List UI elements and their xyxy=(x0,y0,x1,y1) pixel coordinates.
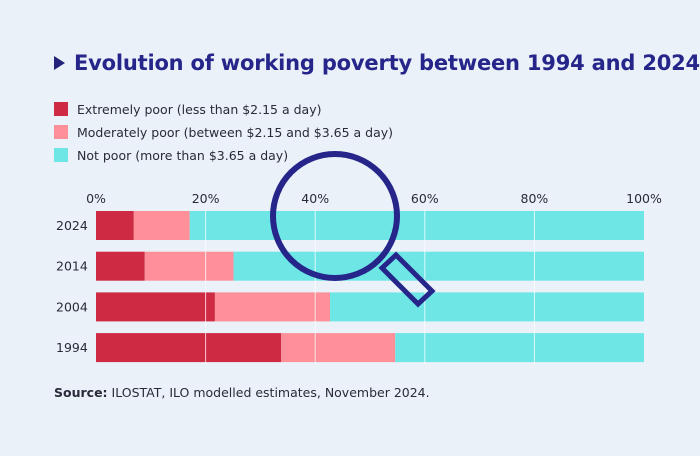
bar-2004-series-2 xyxy=(329,292,644,322)
category-label-1994: 1994 xyxy=(56,340,88,355)
bar-2004-series-0 xyxy=(96,292,215,322)
legend-label-extremely-poor: Extremely poor (less than $2.15 a day) xyxy=(77,101,322,117)
legend-swatch-moderately-poor xyxy=(54,125,68,139)
x-tick-label-100: 100% xyxy=(626,191,662,206)
source-label: Source: xyxy=(54,385,108,400)
legend-item-moderately-poor: Moderately poor (between $2.15 and $3.65… xyxy=(54,124,393,140)
source-note: Source: ILOSTAT, ILO modelled estimates,… xyxy=(54,385,430,400)
bar-1994-series-1 xyxy=(281,333,396,363)
category-label-2024: 2024 xyxy=(56,218,88,233)
bar-2014-series-1 xyxy=(144,251,234,281)
source-text: ILOSTAT, ILO modelled estimates, Novembe… xyxy=(111,385,430,400)
chart-title-row: Evolution of working poverty between 199… xyxy=(54,51,700,75)
category-label-2004: 2004 xyxy=(56,299,88,314)
x-tick-label-80: 80% xyxy=(521,191,549,206)
x-tick-label-0: 0% xyxy=(86,191,106,206)
legend-swatch-not-poor xyxy=(54,148,68,162)
legend-swatch-extremely-poor xyxy=(54,102,68,116)
legend-item-extremely-poor: Extremely poor (less than $2.15 a day) xyxy=(54,101,393,117)
bar-2024-series-0 xyxy=(96,211,134,240)
legend-label-not-poor: Not poor (more than $3.65 a day) xyxy=(77,147,289,163)
x-tick-label-40: 40% xyxy=(301,191,329,206)
legend-item-not-poor: Not poor (more than $3.65 a day) xyxy=(54,147,393,163)
bar-1994-series-0 xyxy=(96,333,282,363)
category-label-2014: 2014 xyxy=(56,259,88,274)
chart-title: Evolution of working poverty between 199… xyxy=(74,51,700,75)
legend-label-moderately-poor: Moderately poor (between $2.15 and $3.65… xyxy=(77,124,394,140)
x-tick-label-60: 60% xyxy=(411,191,439,206)
magnifier-lens-icon xyxy=(270,151,400,281)
x-tick-label-20: 20% xyxy=(192,191,220,206)
bar-2024-series-1 xyxy=(133,211,190,240)
bar-2024-series-2 xyxy=(189,211,644,240)
bar-1994-series-2 xyxy=(395,333,644,363)
bar-2014-series-0 xyxy=(96,251,145,281)
legend: Extremely poor (less than $2.15 a day) M… xyxy=(54,101,393,170)
bar-2004-series-1 xyxy=(214,292,330,322)
title-arrow-icon xyxy=(54,56,65,70)
magnifier-handle-icon xyxy=(378,251,436,308)
